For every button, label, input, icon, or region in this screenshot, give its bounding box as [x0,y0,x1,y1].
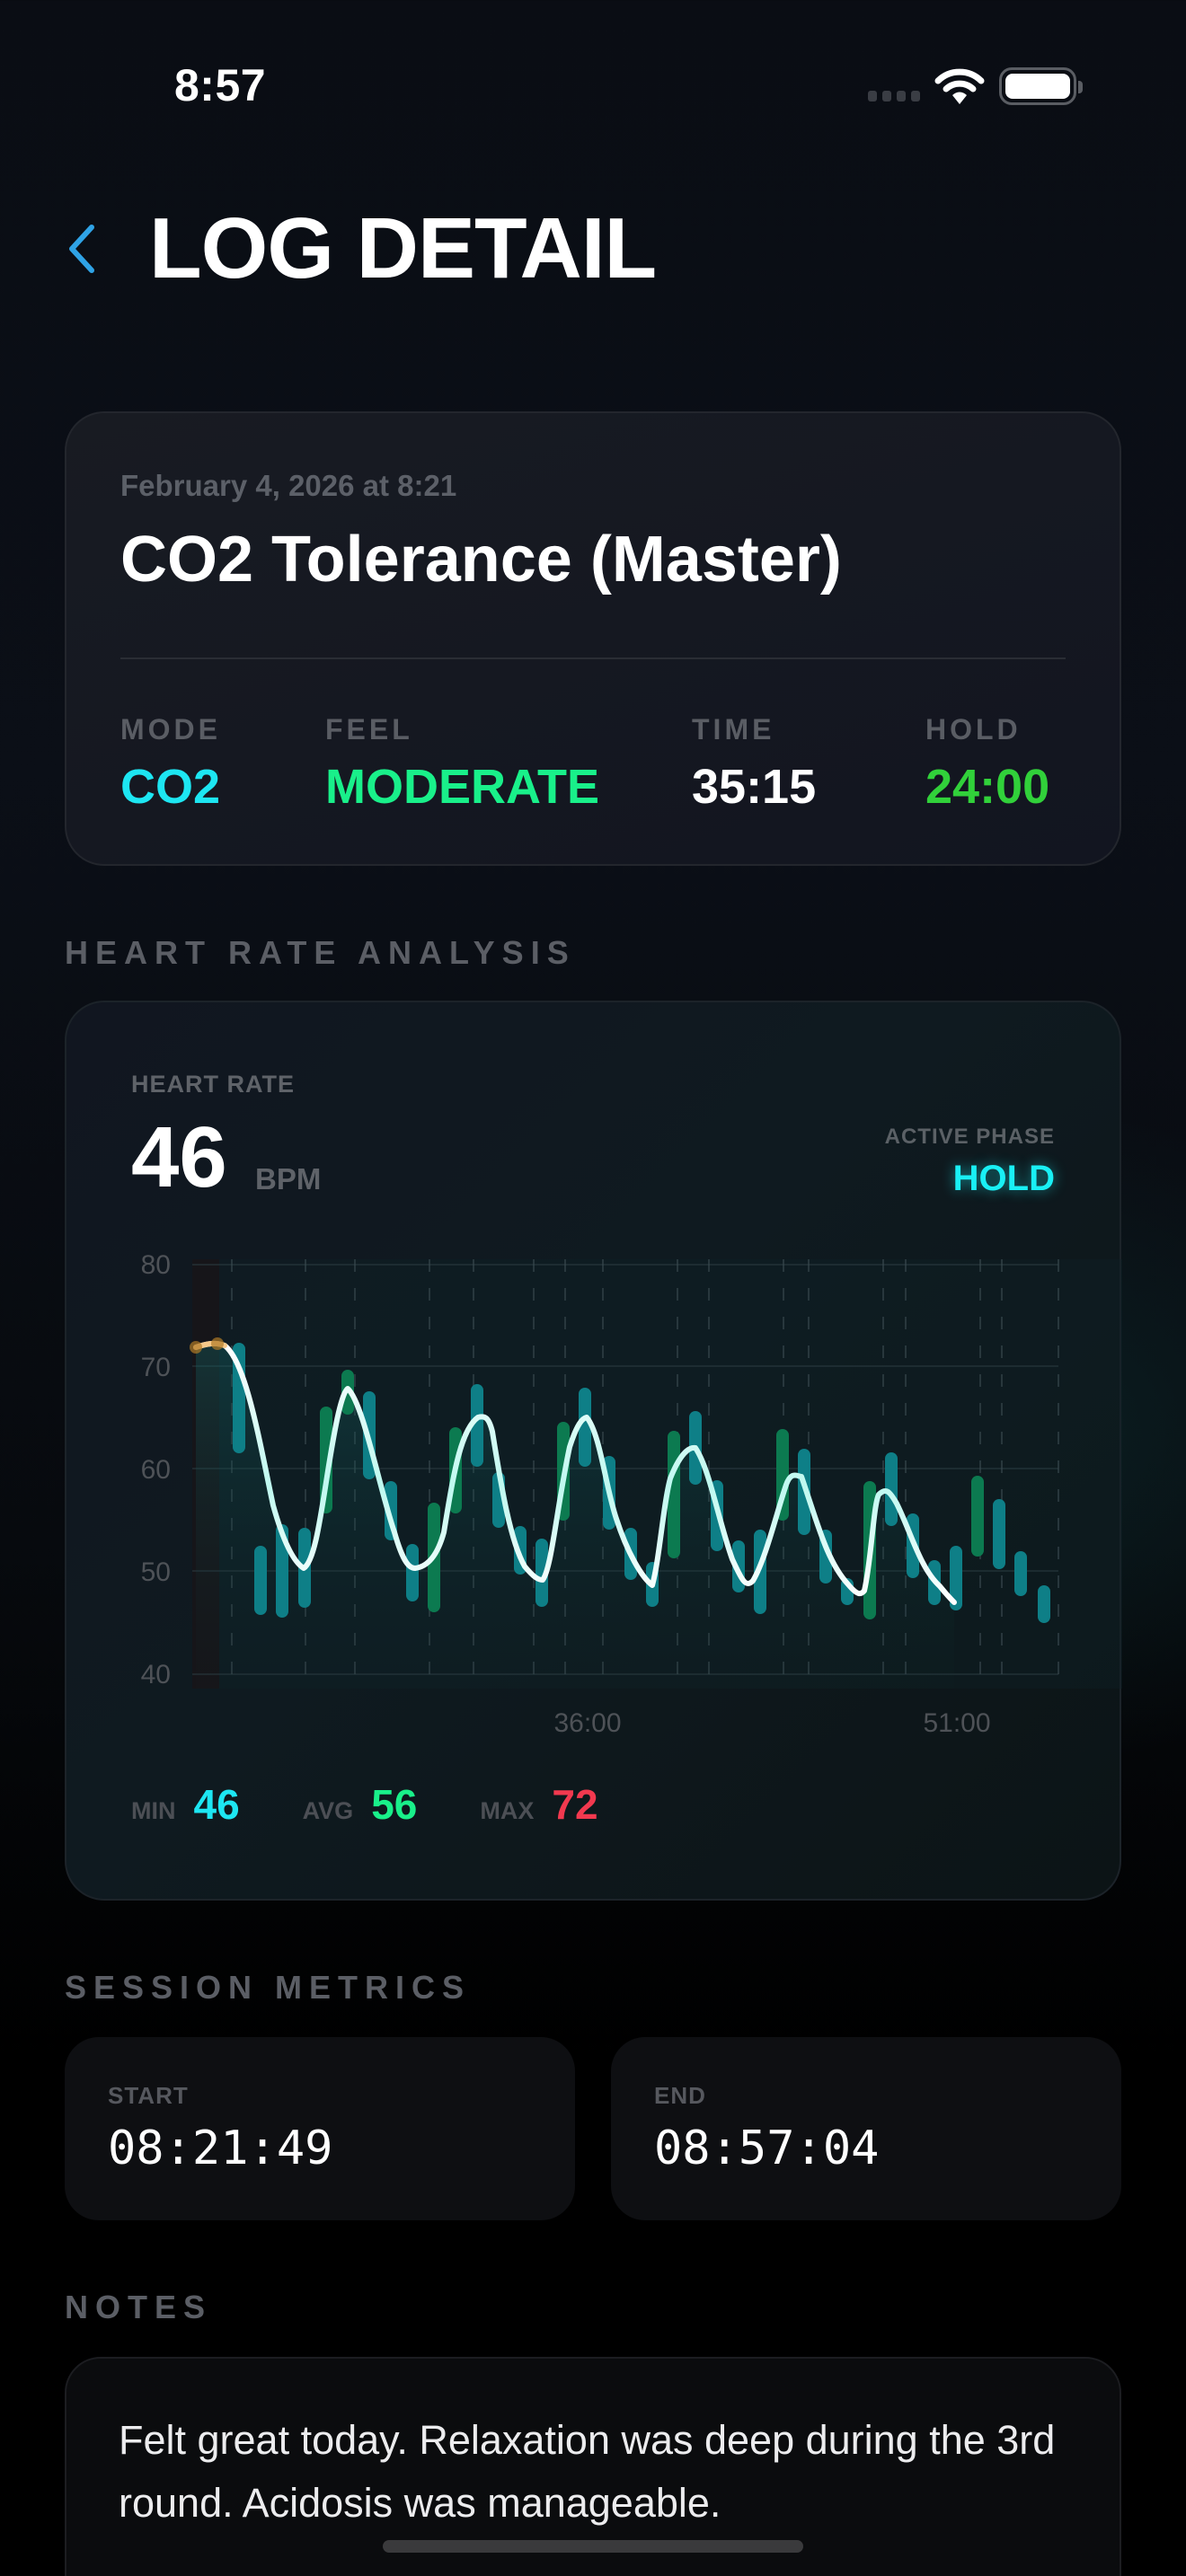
x-axis-labels: 36:00 51:00 [553,1708,990,1738]
nav-header: LOG DETAIL [65,199,657,298]
heart-rate-value: 46 [131,1109,227,1205]
hr-max-value: 72 [552,1781,598,1828]
hr-avg-value: 56 [371,1781,418,1828]
session-summary-card: February 4, 2026 at 8:21 CO2 Tolerance (… [65,411,1121,866]
session-date: February 4, 2026 at 8:21 [120,469,457,502]
start-label: START [108,2082,189,2109]
stat-value: 24:00 [925,760,1050,814]
svg-text:70: 70 [141,1353,171,1382]
hr-max-label: MAX [480,1797,535,1824]
notes-card: Felt great today. Relaxation was deep du… [65,2357,1121,2576]
battery-icon [999,67,1083,105]
status-icons [868,66,1083,106]
section-label-session-metrics: SESSION METRICS [65,1969,472,2006]
warmup-dot [211,1337,224,1350]
page-title: LOG DETAIL [149,200,657,296]
hr-min-label: MIN [131,1797,176,1824]
svg-text:51:00: 51:00 [923,1708,990,1738]
stat-label: TIME [692,713,775,745]
hr-avg: AVG 56 [303,1780,418,1829]
notes-text: Felt great today. Relaxation was deep du… [119,2417,1056,2526]
stat-label: FEEL [325,713,413,745]
hr-stats-row: MIN 46 AVG 56 MAX 72 [131,1780,661,1829]
stat-time: TIME 35:15 [692,713,816,815]
session-title: CO2 Tolerance (Master) [120,524,842,595]
heart-rate-line [193,1340,957,1605]
chevron-left-icon [69,225,94,273]
heart-rate-card: HEART RATE 46 BPM ACTIVE PHASE HOLD [65,1001,1123,1902]
stat-label: HOLD [925,713,1022,745]
svg-text:50: 50 [141,1557,171,1587]
stat-label: MODE [120,713,221,745]
hr-max: MAX 72 [480,1780,597,1829]
start-value: 08:21:49 [108,2122,333,2175]
back-button[interactable] [65,217,110,280]
stat-hold: HOLD 24:00 [925,713,1049,815]
svg-text:40: 40 [141,1660,171,1689]
home-indicator[interactable] [383,2540,803,2553]
active-phase-value: HOLD [952,1159,1055,1198]
heart-rate-unit: BPM [255,1162,322,1195]
end-metric-card: END 08:57:04 [611,2037,1121,2220]
end-value: 08:57:04 [654,2122,880,2175]
hr-min-value: 46 [193,1781,240,1828]
wifi-icon [934,68,985,104]
y-axis-labels: 80 70 60 50 40 [141,1250,171,1689]
stat-value: 35:15 [692,760,817,814]
divider [120,657,1066,659]
heart-rate-label: HEART RATE [131,1071,295,1098]
stat-value: CO2 [120,760,221,814]
active-phase-label: ACTIVE PHASE [884,1125,1055,1149]
hr-avg-label: AVG [302,1797,354,1824]
svg-text:36:00: 36:00 [553,1708,621,1738]
svg-text:60: 60 [141,1455,171,1485]
svg-text:80: 80 [141,1250,171,1280]
section-label-heart-rate: HEART RATE ANALYSIS [65,934,576,971]
stat-mode: MODE CO2 [120,713,221,815]
warmup-dot [190,1341,202,1354]
end-label: END [654,2082,706,2109]
stat-feel: FEEL MODERATE [325,713,599,815]
heart-rate-chart[interactable]: 80 70 60 50 40 36:00 51:00 [66,1002,1123,1902]
hr-min: MIN 46 [131,1780,240,1829]
stat-value: MODERATE [325,760,599,814]
start-metric-card: START 08:21:49 [65,2037,575,2220]
status-time: 8:57 [174,60,267,110]
cellular-signal-icon [868,91,920,101]
section-label-notes: NOTES [65,2289,213,2325]
